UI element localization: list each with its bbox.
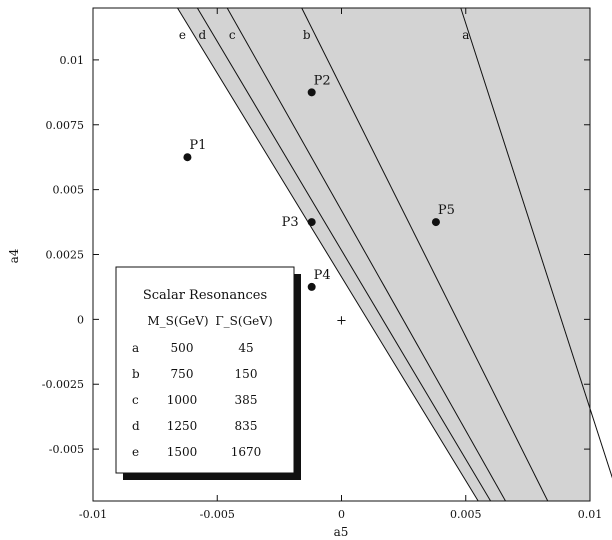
x-tick-label: -0.01: [79, 508, 107, 521]
y-tick-label: 0.0075: [46, 119, 85, 132]
legend-row-name: a: [132, 341, 139, 355]
curve-c: [226, 7, 506, 502]
x-tick-label: 0.005: [450, 508, 482, 521]
curve-label-b: b: [303, 28, 311, 42]
y-tick-label: 0.005: [53, 184, 85, 197]
legend-row-name: c: [132, 393, 139, 407]
legend-row-width: 150: [235, 367, 258, 381]
curve-label-c: c: [229, 28, 236, 42]
curve-label-d: d: [199, 28, 207, 42]
origin-marker: +: [336, 313, 347, 328]
legend-row-mass: 1250: [167, 419, 198, 433]
y-tick-label: -0.0025: [42, 378, 84, 391]
x-tick-label: 0: [338, 508, 345, 521]
y-axis-title: a4: [7, 248, 21, 263]
y-tick-label: 0.01: [60, 54, 85, 67]
point-label-p5: P5: [438, 203, 455, 218]
legend-row-name: e: [132, 445, 139, 459]
point-label-p1: P1: [189, 138, 206, 153]
shaded-region: [177, 8, 591, 501]
y-tick-label: -0.005: [49, 443, 84, 456]
x-axis-title: a5: [334, 525, 349, 539]
legend-row-width: 385: [235, 393, 258, 407]
legend-header-width: Γ_S(GeV): [215, 314, 272, 328]
point-p3: [307, 218, 316, 227]
shaded-region-layer: [177, 8, 591, 501]
legend-row-mass: 500: [171, 341, 194, 355]
legend-row-name: d: [132, 419, 140, 433]
legend-frame: [115, 266, 295, 474]
curve-a: [460, 7, 612, 479]
curve-e: [177, 7, 479, 502]
curve-label-a: a: [462, 28, 469, 42]
ticks-layer: -0.01 -0.005 0 0.005 0.01 -0.005 -0.0025 0 0.002…: [42, 8, 602, 521]
legend-rows: a 500 45 b 750 150 c 1000 385 d 1250 835 e 1500 1670: [132, 341, 261, 459]
legend-box: Scalar Resonances M_S(GeV) Γ_S(GeV) a 500…: [115, 266, 301, 480]
point-label-p3: P3: [282, 215, 299, 230]
legend-row-width: 45: [238, 341, 253, 355]
legend-row-name: b: [132, 367, 140, 381]
point-label-p2: P2: [314, 73, 331, 88]
y-tick-label: 0.0025: [46, 249, 85, 262]
x-tick-label: -0.005: [200, 508, 235, 521]
point-p5: [431, 218, 440, 227]
legend-title: Scalar Resonances: [143, 288, 267, 303]
point-p4: [307, 282, 316, 291]
legend-header-mass: M_S(GeV): [147, 314, 208, 328]
legend-row-mass: 1000: [167, 393, 198, 407]
curve-label-e: e: [179, 28, 186, 42]
legend-row-mass: 750: [171, 367, 194, 381]
curve-d: [196, 7, 492, 502]
curve-b: [301, 7, 549, 502]
points-layer: P1 P2 P3 P4 P5 +: [183, 73, 455, 328]
point-p2: [307, 88, 316, 97]
legend-row-mass: 1500: [167, 445, 198, 459]
legend-row-width: 1670: [231, 445, 262, 459]
point-label-p4: P4: [314, 268, 331, 283]
curves-layer: a b c de: [177, 7, 612, 502]
point-p1: [183, 153, 192, 162]
x-tick-label: 0.01: [578, 508, 603, 521]
legend-row-width: 835: [235, 419, 258, 433]
y-tick-label: 0: [77, 313, 84, 326]
